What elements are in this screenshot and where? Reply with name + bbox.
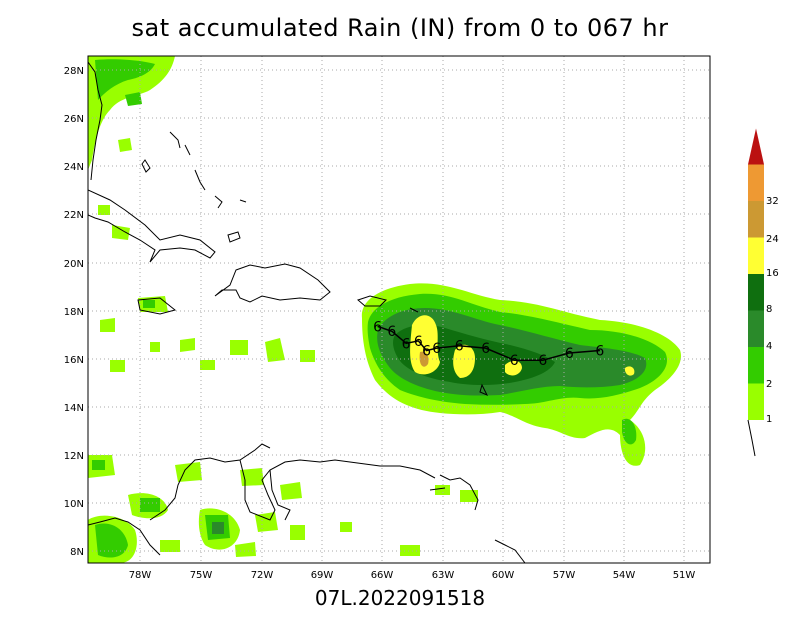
map-frame [87,55,711,564]
storm-symbol: 6 [481,341,490,357]
legend-swatch [748,310,764,347]
legend-label: 16 [766,268,779,279]
coastlines [88,61,526,563]
lat-tick: 26N [64,114,84,125]
storm-symbol: 6 [373,319,382,335]
legend-label: 24 [766,234,779,245]
storm-symbol: 6 [414,334,423,350]
lat-axis: 28N 26N 24N 22N 20N 18N 16N 14N 12N 10N … [64,66,84,558]
lat-tick: 18N [64,307,84,318]
lon-tick: 60W [492,570,515,581]
storm-symbol: 6 [402,336,411,352]
rainfall-layer [88,56,681,563]
lon-tick: 72W [251,570,274,581]
lat-tick: 8N [70,547,84,558]
legend-swatch [748,237,764,274]
map-title: sat accumulated Rain (IN) from 0 to 067 … [131,14,669,42]
lon-axis: 78W 75W 72W 69W 66W 63W 60W 57W 54W 51W [129,570,696,581]
legend-label: 8 [766,304,772,315]
lat-tick: 28N [64,66,84,77]
storm-symbol: 6 [538,353,547,369]
legend-swatch [748,164,764,201]
storm-symbol: 6 [387,324,396,340]
lat-tick: 20N [64,259,84,270]
lat-tick: 12N [64,451,84,462]
rain-area-16in [410,315,440,375]
lon-tick: 78W [129,570,152,581]
lon-tick: 69W [311,570,334,581]
legend-label: 1 [766,414,772,425]
legend-label: 2 [766,379,772,390]
storm-symbol: 6 [565,346,574,362]
lat-tick: 22N [64,210,84,221]
lon-tick: 75W [190,570,213,581]
storm-id-label: 07L.2022091518 [314,586,486,610]
lat-tick: 24N [64,162,84,173]
lat-lon-grid [88,56,710,563]
track-line [377,325,600,361]
lon-tick: 51W [673,570,696,581]
lon-tick: 63W [432,570,455,581]
rain-legend: 32 24 16 8 4 2 1 [747,128,779,457]
lon-tick: 66W [371,570,394,581]
storm-symbol: 6 [422,344,431,360]
storm-symbol: 6 [455,339,464,355]
legend-swatch [748,383,764,420]
legend-label: 32 [766,196,779,207]
legend-max-triangle [748,128,764,165]
storm-track: 6 66 66 6 6 66 6 6 6 [373,319,604,369]
legend-label: 4 [766,341,772,352]
legend-swatch [748,201,764,238]
lat-tick: 16N [64,355,84,366]
legend-swatch [748,274,764,311]
lat-tick: 14N [64,403,84,414]
storm-symbol: 6 [432,341,441,357]
storm-symbol: 6 [510,353,519,369]
legend-swatch [748,347,764,384]
lon-tick: 57W [553,570,576,581]
storm-symbol: 6 [595,344,604,360]
lat-tick: 10N [64,499,84,510]
lon-tick: 54W [613,570,636,581]
